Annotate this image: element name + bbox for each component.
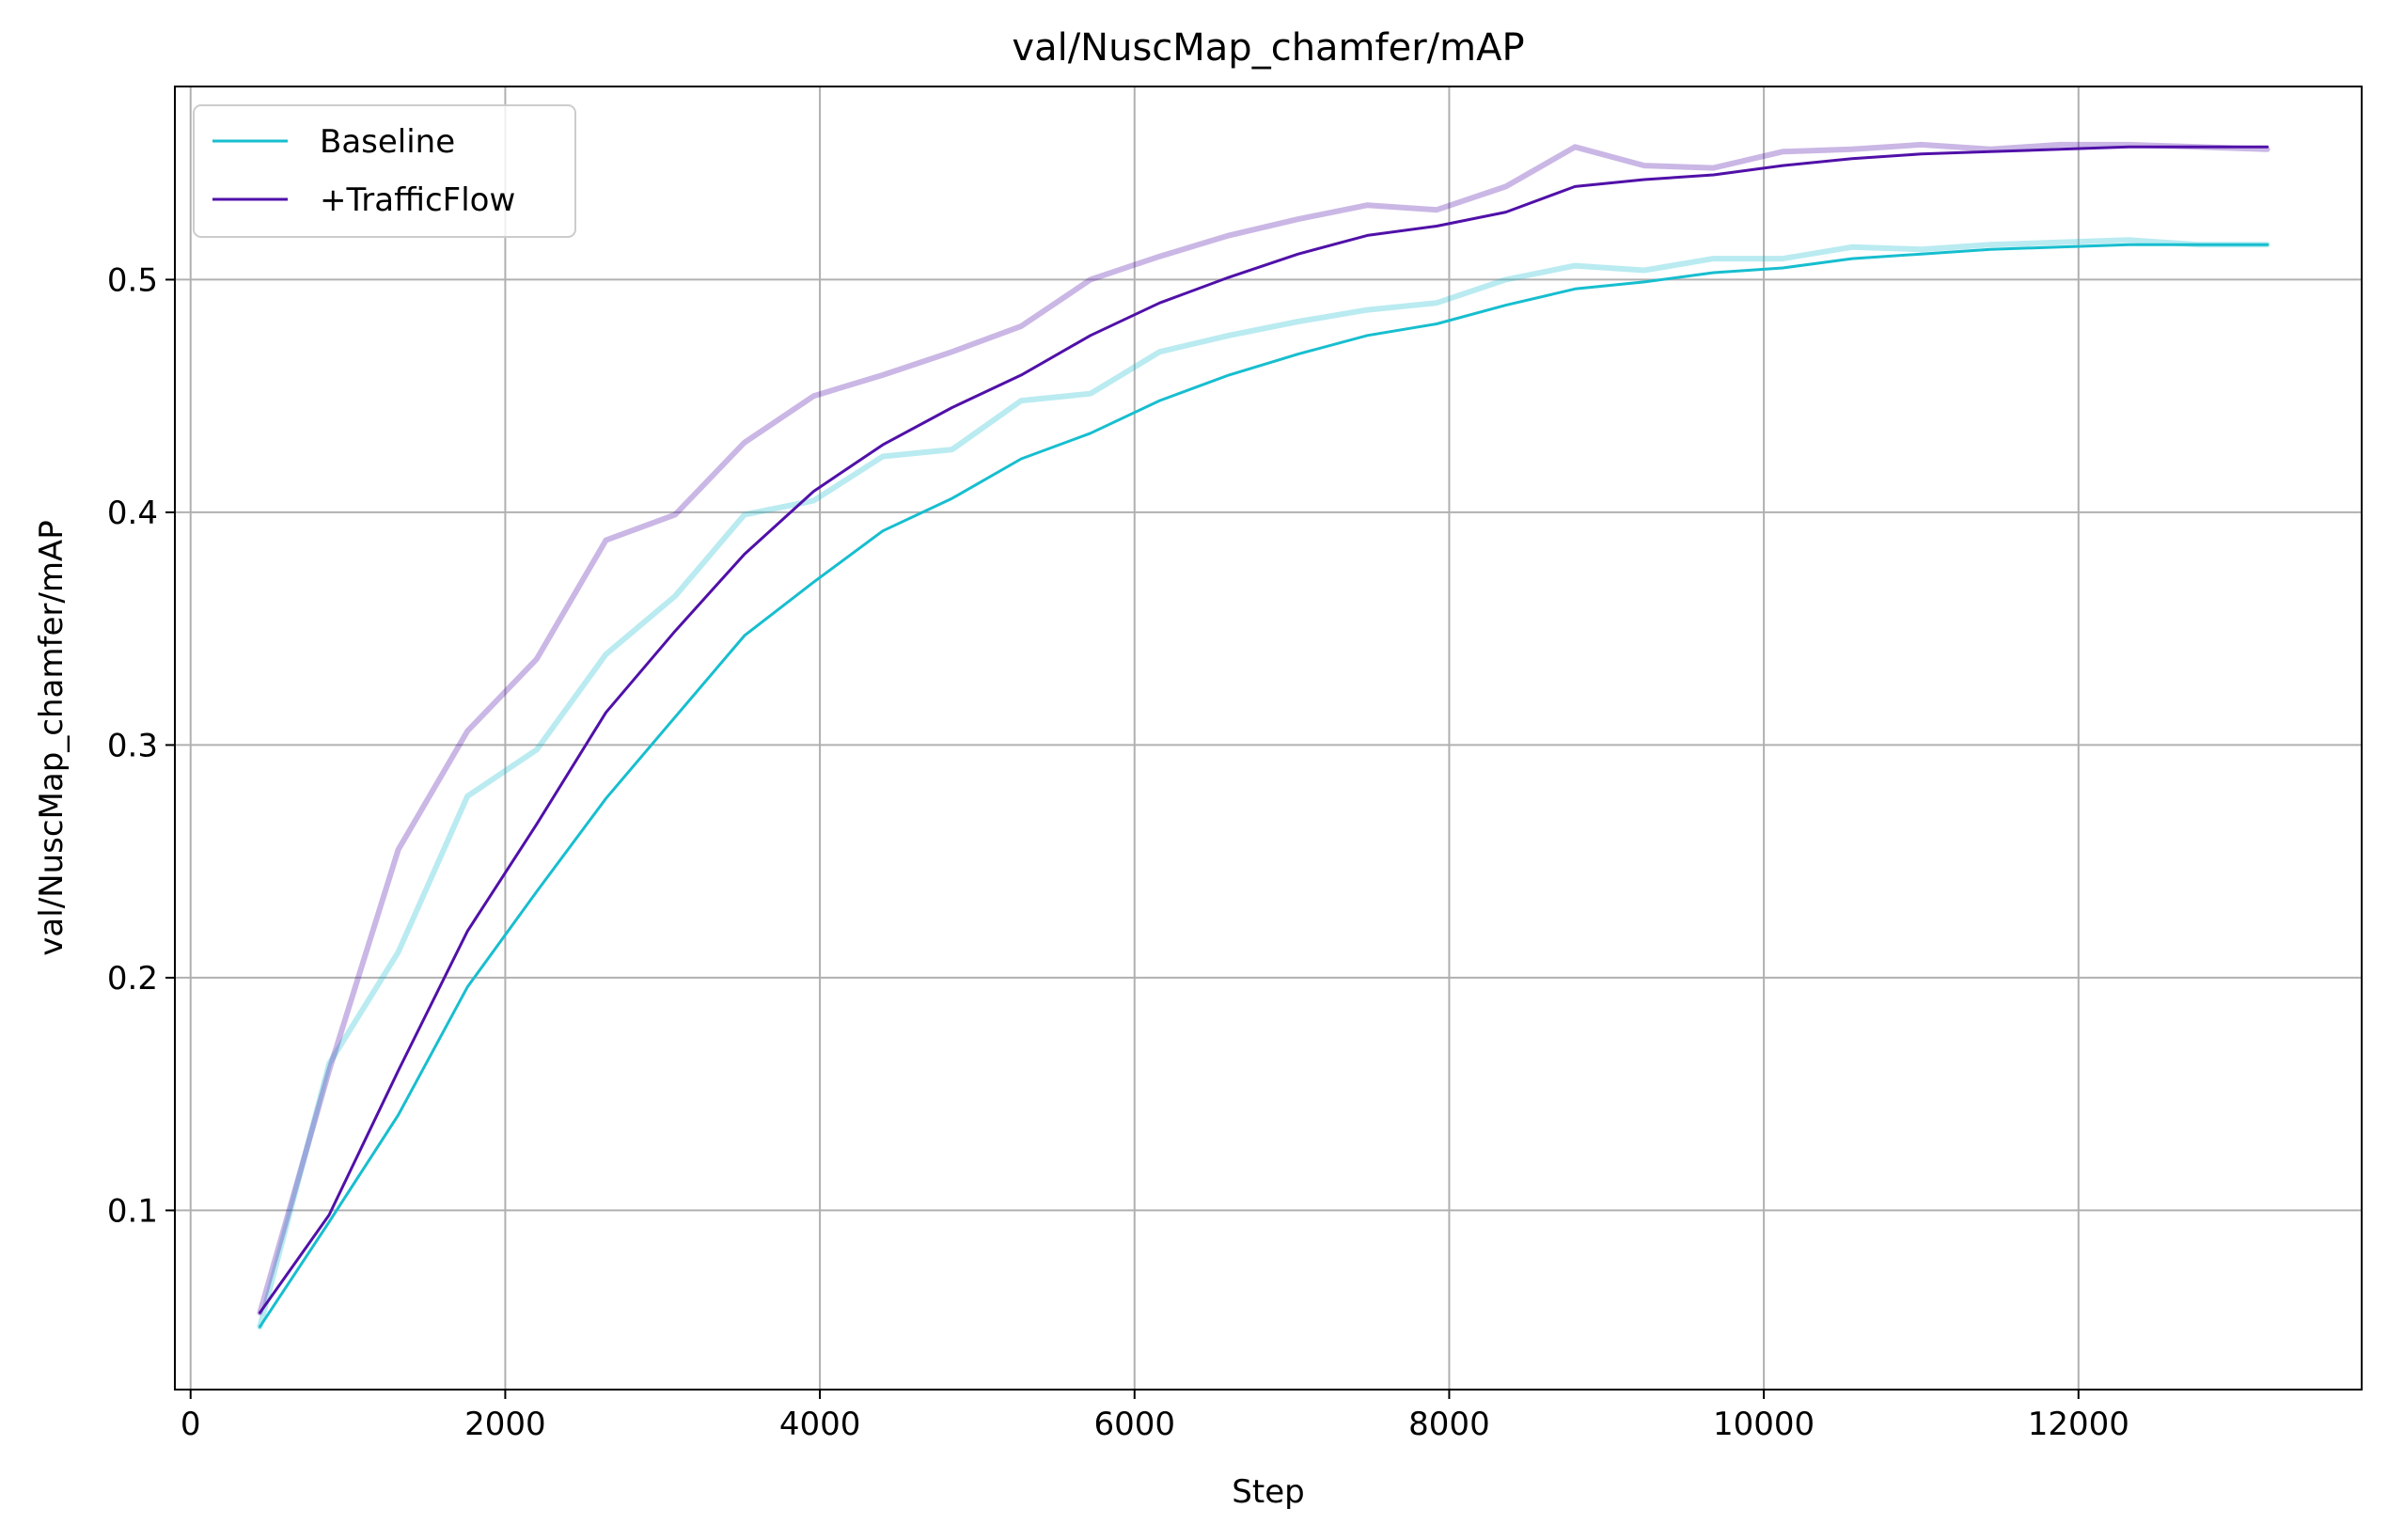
raw-line-trafficflow (257, 141, 2270, 1316)
plot-area-frame (174, 86, 2363, 1391)
x-tick-label: 4000 (779, 1406, 861, 1443)
series-line-baseline (258, 243, 2270, 1328)
x-tick-label: 10000 (1713, 1406, 1815, 1443)
axis-ticks: 0 2000 4000 6000 8000 10000 12000 0.1 0.2 0.3 0.4 0… (107, 261, 2129, 1443)
raw-series-lines (257, 141, 2270, 1330)
y-tick-label: 0.3 (107, 727, 158, 764)
y-tick-label: 0.2 (107, 960, 158, 998)
y-tick-label: 0.5 (107, 261, 158, 299)
x-tick-label: 12000 (2028, 1406, 2129, 1443)
chart-title: val/NuscMap_chamfer/mAP (1012, 26, 1524, 70)
raw-line-baseline (257, 237, 2270, 1330)
x-tick-label: 8000 (1408, 1406, 1490, 1443)
legend-label-baseline: Baseline (320, 123, 455, 161)
y-axis-title: val/NuscMap_chamfer/mAP (33, 520, 71, 955)
legend-box (193, 104, 576, 238)
y-tick-label: 0.4 (107, 495, 158, 532)
series-line-trafficflow (258, 145, 2270, 1314)
legend: Baseline +TrafficFlow (193, 104, 576, 238)
grid (175, 86, 2362, 1390)
smoothed-series-lines (258, 145, 2270, 1328)
x-tick-label: 2000 (464, 1406, 546, 1443)
y-tick-label: 0.1 (107, 1192, 158, 1230)
x-axis-title: Step (1232, 1473, 1304, 1511)
legend-label-trafficflow: +TrafficFlow (320, 181, 515, 219)
x-tick-label: 6000 (1093, 1406, 1175, 1443)
x-tick-label: 0 (181, 1406, 201, 1443)
